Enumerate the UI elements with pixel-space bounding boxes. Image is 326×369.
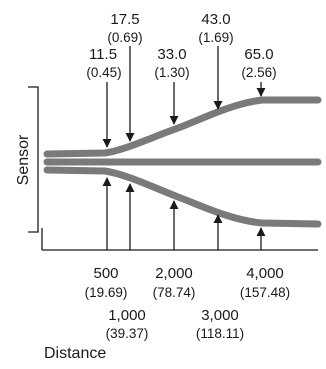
top-marker-5: 65.0 (2.56) xyxy=(241,46,277,97)
sensor-label: Sensor xyxy=(15,134,32,185)
top-marker-sub: (2.56) xyxy=(241,65,276,80)
bottom-marker-sub: (118.11) xyxy=(196,326,244,341)
bottom-marker-4: 3,000 (118.11) xyxy=(196,214,244,341)
distance-label: Distance xyxy=(44,345,106,362)
bottom-marker-value: 3,000 xyxy=(201,307,239,324)
top-marker-sub: (1.69) xyxy=(198,30,233,45)
bottom-marker-1: 500 (19.69) xyxy=(85,177,128,300)
top-marker-value: 33.0 xyxy=(157,46,186,63)
bottom-marker-value: 4,000 xyxy=(246,265,284,282)
top-marker-4: 43.0 (1.69) xyxy=(198,11,234,110)
top-marker-sub: (1.30) xyxy=(154,65,189,80)
bottom-marker-value: 2,000 xyxy=(155,265,193,282)
top-marker-value: 11.5 xyxy=(89,46,117,63)
top-marker-sub: (0.45) xyxy=(86,65,121,80)
bottom-marker-2: 1,000 (39.37) xyxy=(106,183,149,341)
top-marker-3: 33.0 (1.30) xyxy=(154,46,190,125)
bottom-marker-sub: (39.37) xyxy=(106,326,149,341)
bottom-marker-sub: (78.74) xyxy=(153,285,196,300)
bottom-marker-3: 2,000 (78.74) xyxy=(153,200,196,300)
bottom-marker-5: 4,000 (157.48) xyxy=(240,227,290,300)
beam-upper-edge xyxy=(43,96,322,158)
sensor-bracket xyxy=(28,86,39,233)
bottom-marker-sub: (157.48) xyxy=(240,285,290,300)
beam-lower-edge xyxy=(43,166,322,228)
top-marker-value: 43.0 xyxy=(201,11,230,28)
top-marker-1: 11.5 (0.45) xyxy=(86,46,122,148)
top-marker-value: 65.0 xyxy=(244,46,273,63)
bottom-marker-value: 500 xyxy=(93,265,118,282)
top-marker-value: 17.5 xyxy=(110,11,139,28)
bottom-marker-value: 1,000 xyxy=(108,307,146,324)
top-marker-sub: (0.69) xyxy=(107,30,142,45)
bottom-marker-sub: (19.69) xyxy=(85,285,128,300)
top-marker-2: 17.5 (0.69) xyxy=(107,11,143,142)
